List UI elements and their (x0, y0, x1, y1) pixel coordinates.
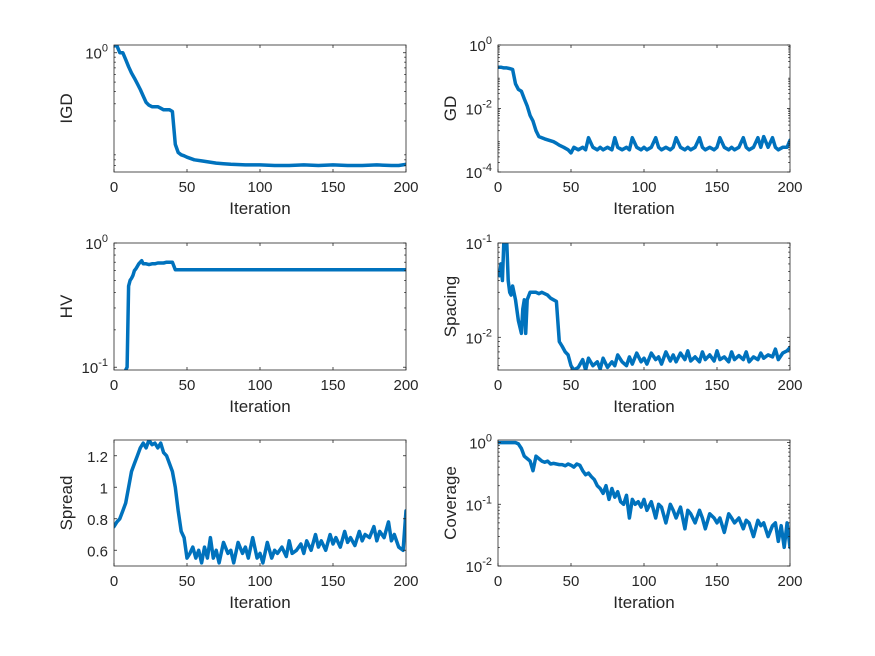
igd-x-tick-label: 200 (393, 179, 418, 196)
spacing-x-tick-label: 200 (777, 377, 802, 394)
coverage-x-axis-label: Iteration (613, 593, 674, 612)
igd-x-tick-label: 150 (320, 179, 345, 196)
spread-y-tick-label: 0.6 (87, 543, 108, 560)
gd-x-tick-label: 50 (563, 179, 580, 196)
coverage-x-tick-label: 150 (704, 573, 729, 590)
spread-x-axis-label: Iteration (229, 593, 290, 612)
hv-x-axis-label: Iteration (229, 397, 290, 416)
gd-x-tick-label: 150 (704, 179, 729, 196)
spread-x-tick-label: 100 (247, 573, 272, 590)
spread-y-tick-label: 1 (100, 480, 108, 497)
spacing-x-tick-label: 0 (494, 377, 502, 394)
coverage-series-line (498, 440, 790, 550)
spacing-x-tick-label: 50 (563, 377, 580, 394)
spread-x-tick-label: 200 (393, 573, 418, 590)
spread-x-tick-label: 0 (110, 573, 118, 590)
spacing-x-tick-label: 150 (704, 377, 729, 394)
hv-x-tick-label: 50 (179, 377, 196, 394)
gd-series-line (498, 65, 790, 155)
spacing-y-axis-label: Spacing (441, 276, 460, 337)
hv-y-axis-label: HV (57, 294, 76, 318)
spacing-x-axis-label: Iteration (613, 397, 674, 416)
gd-x-tick-label: 200 (777, 179, 802, 196)
gd-x-tick-label: 0 (494, 179, 502, 196)
coverage-x-tick-label: 100 (631, 573, 656, 590)
spacing-x-tick-label: 100 (631, 377, 656, 394)
hv-x-tick-label: 200 (393, 377, 418, 394)
hv-series-line (123, 258, 406, 370)
igd-series-line (114, 45, 406, 168)
spread-y-tick-label: 1.2 (87, 449, 108, 466)
hv-x-tick-label: 100 (247, 377, 272, 394)
hv-x-tick-label: 150 (320, 377, 345, 394)
spread-y-axis-label: Spread (57, 476, 76, 531)
spread-series-line (114, 440, 406, 565)
gd-x-tick-label: 100 (631, 179, 656, 196)
coverage-x-tick-label: 0 (494, 573, 502, 590)
panel-spread: 0 50 100 150 200 0.6 0.8 1 1.2 Iteration Spread (57, 439, 419, 612)
gd-x-axis-label: Iteration (613, 199, 674, 218)
igd-x-axis-label: Iteration (229, 199, 290, 218)
igd-x-tick-label: 100 (247, 179, 272, 196)
igd-x-tick-label: 50 (179, 179, 196, 196)
spread-x-tick-label: 50 (179, 573, 196, 590)
hv-x-tick-label: 0 (110, 377, 118, 394)
spread-x-tick-label: 150 (320, 573, 345, 590)
igd-y-axis-label: IGD (57, 93, 76, 123)
coverage-x-tick-label: 50 (563, 573, 580, 590)
igd-x-tick-label: 0 (110, 179, 118, 196)
gd-y-axis-label: GD (441, 96, 460, 122)
spread-y-tick-label: 0.8 (87, 512, 108, 529)
spacing-series-line (498, 243, 790, 370)
coverage-y-axis-label: Coverage (441, 466, 460, 540)
coverage-x-tick-label: 200 (777, 573, 802, 590)
